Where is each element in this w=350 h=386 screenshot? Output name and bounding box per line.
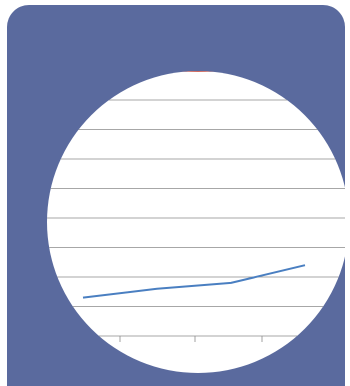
- series-layer: [82, 264, 306, 299]
- y-tick-label: 50%: [24, 216, 38, 223]
- y-axis-ticks: .0% 50% 40%%: [24, 187, 38, 283]
- y-tick-label: 40%: [24, 246, 38, 253]
- x-tick-label: 201: [222, 375, 234, 382]
- series-line: [82, 264, 306, 299]
- plot-area-lens: [47, 71, 349, 373]
- x-tick-label: 2011: [150, 375, 165, 382]
- x-axis-ticks: 2011 201: [119, 336, 263, 382]
- y-tick-label: .0%: [26, 187, 38, 194]
- y-tick-label: %: [32, 275, 38, 282]
